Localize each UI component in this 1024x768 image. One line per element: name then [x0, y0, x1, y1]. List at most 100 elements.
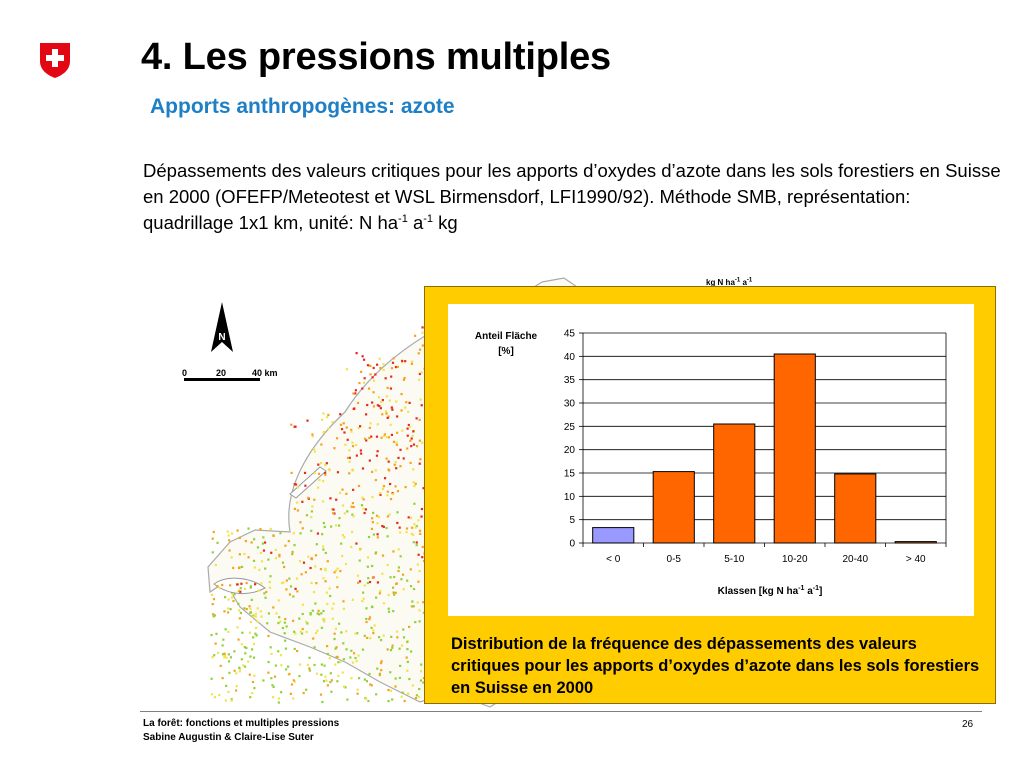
- map-dot: [254, 583, 257, 586]
- map-dot: [274, 548, 277, 551]
- map-dot: [311, 505, 314, 508]
- map-dot: [358, 381, 361, 385]
- map-dot: [422, 487, 425, 490]
- map-dot: [372, 511, 375, 515]
- map-dot: [408, 425, 412, 428]
- map-dot: [408, 677, 411, 681]
- map-dot: [346, 510, 349, 513]
- map-dot: [394, 365, 398, 369]
- map-dot: [259, 551, 262, 555]
- map-dot: [280, 664, 283, 667]
- map-dot-layer: [210, 326, 443, 704]
- map-dot: [317, 609, 320, 612]
- map-dot: [365, 680, 369, 683]
- map-dot: [392, 492, 395, 496]
- map-dot: [422, 681, 425, 684]
- map-dot: [331, 617, 334, 620]
- map-dot: [301, 612, 304, 616]
- map-dot: [263, 541, 267, 544]
- map-dot: [345, 492, 348, 495]
- map-dot: [339, 413, 342, 416]
- map-dot: [386, 416, 389, 420]
- map-dot: [400, 393, 403, 396]
- map-dot: [371, 517, 374, 520]
- map-dot: [390, 375, 393, 378]
- map-dot: [211, 602, 214, 606]
- map-dot: [301, 500, 304, 503]
- map-dot: [280, 691, 283, 694]
- map-dot: [266, 622, 269, 625]
- map-dot: [301, 627, 304, 631]
- map-dot: [283, 632, 286, 635]
- map-dot: [378, 592, 381, 595]
- map-dot: [214, 642, 217, 645]
- map-dot: [288, 672, 291, 676]
- map-dot: [233, 669, 236, 672]
- map-dot: [348, 472, 351, 475]
- map-dot: [296, 486, 300, 489]
- map-dot: [256, 620, 259, 623]
- north-arrow-icon: [211, 302, 233, 352]
- map-dot: [285, 588, 288, 591]
- chart-y-ticks: 0 5 10 15 20 25 30 35 40 45: [564, 329, 576, 550]
- map-dot: [282, 565, 286, 569]
- map-dot: [340, 428, 344, 431]
- map-dot: [364, 508, 367, 511]
- map-dot: [369, 683, 372, 686]
- map-dot: [334, 647, 337, 650]
- map-dot: [371, 564, 374, 568]
- map-dot: [294, 632, 297, 635]
- map-dot: [372, 631, 375, 635]
- intro-paragraph: Dépassements des valeurs critiques pour …: [143, 158, 1003, 236]
- map-dot: [407, 410, 410, 413]
- map-dot: [363, 678, 366, 681]
- map-dot: [225, 656, 228, 659]
- scale-label-0: 0: [182, 368, 187, 378]
- map-dot: [421, 441, 424, 444]
- map-dot: [245, 646, 248, 650]
- map-dot: [351, 598, 355, 601]
- map-dot: [361, 648, 365, 651]
- map-dot: [342, 600, 345, 603]
- map-dot: [385, 457, 388, 460]
- bar-chart-container: 0 5 10 15 20 25 30 35 40 45 < 0 0-5 5-10 10-20 20-40 >…: [448, 304, 974, 616]
- map-dot: [321, 418, 324, 421]
- map-dot: [293, 483, 296, 486]
- map-dot: [365, 620, 368, 624]
- map-dot: [285, 668, 288, 671]
- map-dot: [286, 665, 290, 668]
- map-dot: [396, 636, 399, 639]
- map-dot: [260, 615, 263, 618]
- map-dot: [309, 613, 312, 616]
- map-dot: [413, 484, 416, 488]
- map-dot: [401, 573, 405, 576]
- map-dot: [388, 469, 391, 472]
- map-dot: [411, 600, 414, 603]
- map-dot: [334, 663, 337, 666]
- map-dot: [326, 652, 329, 656]
- map-dot: [363, 377, 366, 380]
- map-dot: [417, 352, 420, 355]
- map-dot: [387, 699, 390, 703]
- map-dot: [407, 423, 410, 427]
- scale-label-40: 40 km: [252, 368, 278, 378]
- map-dot: [312, 591, 316, 594]
- map-dot: [313, 646, 316, 649]
- map-dot: [388, 399, 391, 402]
- map-dot: [316, 612, 319, 615]
- map-dot: [230, 699, 233, 702]
- map-dot: [409, 568, 412, 571]
- map-dot: [232, 599, 235, 603]
- map-dot: [240, 658, 243, 661]
- map-dot: [350, 677, 353, 680]
- map-dot: [343, 431, 346, 434]
- map-dot: [362, 358, 366, 361]
- map-dot: [395, 467, 398, 470]
- chart-caption: Distribution de la fréquence des dépasse…: [451, 635, 980, 697]
- map-dot: [322, 609, 325, 613]
- map-dot: [389, 482, 392, 486]
- map-dot: [248, 673, 251, 676]
- map-dot: [355, 443, 358, 447]
- map-dot: [352, 515, 355, 518]
- map-dot: [314, 554, 318, 557]
